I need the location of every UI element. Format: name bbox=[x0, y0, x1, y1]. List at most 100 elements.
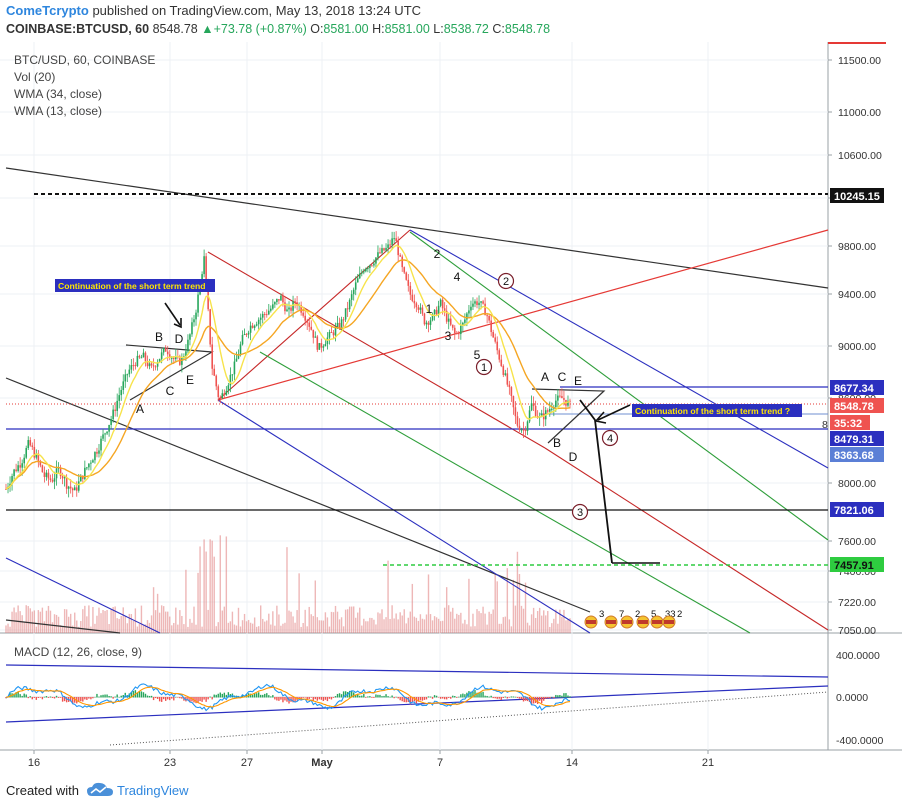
volume-bar bbox=[391, 605, 393, 633]
macd-histogram-bar bbox=[53, 697, 56, 699]
wave-label: A bbox=[136, 402, 144, 416]
low-label: L: bbox=[433, 22, 444, 36]
macd-histogram-bar bbox=[51, 697, 54, 698]
macd-histogram-bar bbox=[504, 696, 507, 698]
candle-body bbox=[136, 355, 139, 366]
macd-histogram-bar bbox=[314, 697, 316, 700]
candle-body bbox=[328, 332, 331, 338]
macd-histogram-bar bbox=[175, 696, 177, 698]
macd-histogram-bar bbox=[260, 694, 262, 698]
candle-body bbox=[90, 462, 92, 464]
candle-body bbox=[197, 294, 199, 313]
macd-histogram-bar bbox=[205, 697, 207, 702]
volume-bar bbox=[23, 621, 25, 633]
note-box-right[interactable]: Continuation of the short term trend ? bbox=[632, 404, 802, 417]
volume-bar bbox=[429, 614, 432, 633]
macd-histogram-bar bbox=[284, 697, 286, 701]
volume-bar bbox=[324, 612, 327, 633]
candle-body bbox=[41, 465, 44, 473]
macd-histogram-bar bbox=[421, 697, 424, 701]
wave-label: C bbox=[558, 370, 567, 384]
circled-wave-label: 4 bbox=[607, 433, 613, 445]
volume-bar bbox=[553, 618, 555, 633]
candle-body bbox=[156, 362, 159, 367]
macd-histogram-bar bbox=[536, 697, 539, 705]
price-tag-label: 8677.34 bbox=[834, 383, 875, 395]
candle-body bbox=[304, 315, 306, 321]
candle-body bbox=[282, 295, 284, 303]
volume-bar bbox=[15, 612, 17, 633]
macd-histogram-bar bbox=[90, 697, 92, 700]
candle-body bbox=[284, 302, 286, 312]
volume-bar bbox=[413, 616, 416, 633]
volume-bar bbox=[160, 605, 163, 633]
candle-body bbox=[504, 373, 507, 375]
volume-bar bbox=[344, 609, 347, 633]
candle-body bbox=[344, 308, 347, 320]
volume-bar bbox=[231, 611, 234, 633]
tradingview-link[interactable]: TradingView bbox=[117, 783, 189, 798]
macd-histogram-bar bbox=[298, 697, 300, 699]
candle-body bbox=[241, 334, 244, 345]
note-box-left[interactable]: Continuation of the short term trend bbox=[55, 279, 215, 292]
wave-label: D bbox=[569, 450, 578, 464]
macd-histogram-bar bbox=[114, 696, 116, 698]
candle-body bbox=[464, 319, 466, 323]
volume-bar bbox=[88, 605, 90, 633]
macd-histogram-bar bbox=[492, 697, 494, 699]
candle-body bbox=[17, 465, 19, 472]
volume-bar bbox=[195, 624, 197, 633]
arrow-head-top-left bbox=[173, 318, 182, 329]
volume-bar bbox=[419, 614, 422, 633]
volume-bar bbox=[373, 619, 375, 633]
macd-histogram-bar bbox=[217, 693, 219, 698]
macd-histogram-bar bbox=[437, 697, 440, 698]
candle-body bbox=[15, 469, 17, 472]
macd-histogram-bar bbox=[47, 697, 50, 698]
candle-body bbox=[352, 289, 355, 295]
candle-body bbox=[389, 244, 391, 246]
candle-body bbox=[300, 305, 302, 313]
macd-histogram-bar bbox=[43, 696, 46, 698]
candle-body bbox=[126, 374, 129, 376]
channel-red-top bbox=[207, 251, 546, 449]
macd-histogram-bar bbox=[211, 697, 213, 700]
candle-body bbox=[237, 354, 240, 359]
volume-bar bbox=[98, 607, 100, 633]
legend-main: BTC/USD, 60, COINBASE bbox=[14, 53, 156, 67]
macd-line bbox=[5, 683, 571, 712]
volume-bar bbox=[136, 626, 139, 633]
candle-body bbox=[387, 244, 389, 248]
macd-tick-label: 0.0000 bbox=[836, 692, 868, 704]
macd-histogram-bar bbox=[207, 697, 209, 700]
volume-bars bbox=[5, 535, 571, 633]
volume-bar bbox=[156, 593, 159, 633]
tradingview-cloud-icon[interactable] bbox=[86, 781, 114, 799]
macd-histogram-bar bbox=[33, 697, 36, 698]
candle-body bbox=[98, 450, 100, 454]
volume-bar bbox=[76, 620, 78, 633]
macd-histogram-bar bbox=[448, 697, 450, 698]
wave-label: A bbox=[541, 370, 549, 384]
volume-bar bbox=[39, 611, 42, 633]
macd-histogram-bar bbox=[419, 697, 422, 701]
macd-histogram-bar bbox=[80, 697, 82, 702]
author-name[interactable]: ComeTcrypto bbox=[6, 3, 89, 18]
candle-body bbox=[73, 487, 76, 491]
price-tag bbox=[830, 447, 884, 462]
volume-bar bbox=[458, 614, 460, 633]
candle-body bbox=[350, 294, 353, 300]
macd-trend-lower bbox=[5, 685, 829, 723]
macd-histogram-bar bbox=[498, 697, 500, 699]
candle-body bbox=[498, 350, 501, 360]
price-tag-label: 8479.31 bbox=[834, 434, 874, 446]
volume-bar bbox=[37, 610, 40, 633]
candle-body bbox=[130, 365, 133, 370]
macd-histogram-bar bbox=[460, 694, 462, 698]
volume-bar bbox=[29, 608, 31, 633]
candle-body bbox=[162, 348, 165, 353]
candle-body bbox=[423, 313, 426, 325]
volume-bar bbox=[181, 616, 183, 633]
macd-histogram-bar bbox=[466, 692, 468, 698]
